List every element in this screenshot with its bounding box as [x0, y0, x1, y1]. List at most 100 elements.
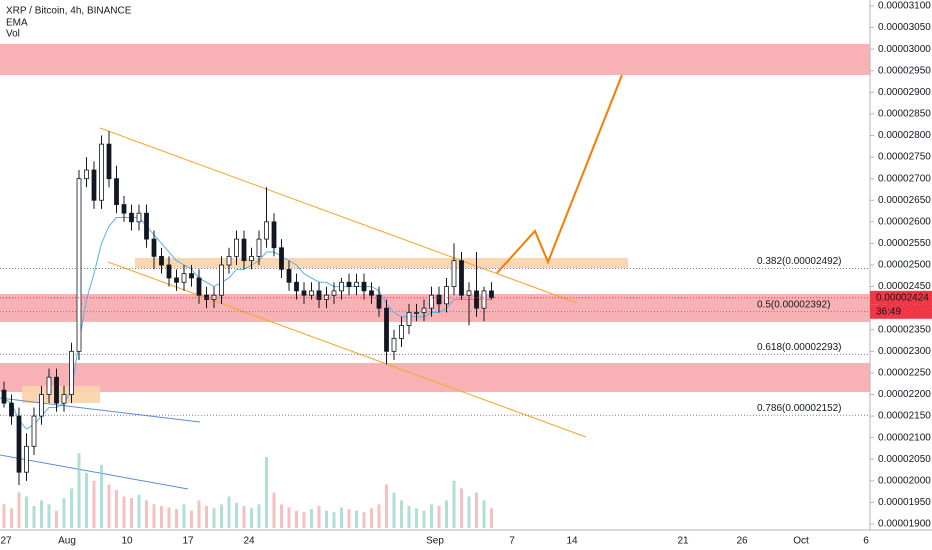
countdown-box	[870, 304, 932, 319]
candle-body	[331, 290, 337, 296]
x-tick-label: 7	[509, 536, 515, 547]
volume-bar	[377, 504, 381, 528]
volume-bar	[340, 507, 343, 528]
volume-bar	[167, 507, 171, 528]
candle-body	[121, 204, 127, 214]
orange-zone	[22, 386, 100, 403]
volume-bar	[475, 492, 478, 528]
candle-body	[271, 221, 277, 249]
candle-body	[16, 415, 22, 473]
volume-bar	[122, 496, 126, 528]
trend-line	[0, 454, 189, 490]
volume-bar	[430, 504, 433, 528]
volume-bar	[182, 504, 186, 528]
candle-body	[286, 268, 292, 283]
candle-body	[421, 307, 427, 313]
candle-body	[391, 337, 397, 352]
y-tick-label: 0.00003050	[878, 22, 931, 33]
y-tick-label: 0.00002500	[878, 260, 931, 271]
y-tick-label: 0.00001950	[878, 497, 931, 508]
fib-label: 0.786(0.00002152)	[757, 403, 842, 414]
volume-bar	[242, 505, 246, 528]
candle-body	[301, 290, 307, 296]
volume-bar	[62, 498, 66, 528]
volume-bar	[145, 500, 148, 528]
volume-bar	[107, 484, 111, 528]
candle-body	[414, 312, 419, 314]
volume-bar	[317, 505, 321, 528]
trend-line	[0, 397, 201, 423]
candle-body	[279, 247, 284, 270]
candle-body	[309, 290, 314, 296]
candle-body	[339, 281, 344, 292]
candle-body	[466, 290, 472, 296]
candle-body	[489, 290, 494, 299]
volume-bar	[55, 510, 58, 528]
y-tick-label: 0.00002250	[878, 368, 931, 379]
candle-body	[24, 445, 29, 473]
candle-body	[444, 286, 449, 305]
volume-bar	[220, 504, 223, 528]
candle-body	[256, 238, 262, 257]
volume-bar	[407, 505, 411, 528]
volume-bar	[250, 508, 253, 528]
volume-bar	[490, 508, 493, 528]
x-tick-label: Oct	[793, 536, 809, 547]
volume-bar	[77, 453, 81, 528]
volume-bar	[310, 509, 313, 528]
candle-body	[264, 221, 269, 240]
volume-bar	[257, 504, 261, 528]
candle-body	[69, 350, 74, 395]
candle-body	[241, 238, 247, 262]
candle-body	[406, 312, 412, 326]
candle-body	[226, 255, 232, 266]
candle-body	[9, 402, 14, 417]
volume-bar	[212, 508, 216, 528]
projection-path	[496, 74, 623, 274]
candle-body	[151, 238, 157, 257]
volume-bar	[452, 480, 456, 528]
candle-body	[316, 290, 322, 300]
volume-bar	[415, 508, 418, 528]
volume-bar	[400, 500, 403, 528]
volume-bar	[32, 505, 36, 528]
candle-body	[219, 264, 224, 296]
y-tick-label: 0.00002000	[878, 475, 931, 486]
resistance-zone	[0, 44, 870, 75]
y-tick-label: 0.00002750	[878, 152, 931, 163]
candle-body	[91, 169, 97, 201]
y-tick-label: 0.00002150	[878, 411, 931, 422]
volume-bar	[460, 488, 463, 528]
candle-body	[451, 260, 457, 287]
fib-label: 0.382(0.00002492)	[757, 256, 842, 267]
support-zone	[0, 363, 870, 392]
x-tick-label: Sep	[426, 536, 444, 547]
volume-bar	[362, 512, 366, 528]
y-tick-label: 0.00002200	[878, 389, 931, 400]
indicator-label: EMA	[6, 18, 28, 29]
y-tick-label: 0.00003000	[878, 44, 931, 55]
candle-body	[76, 178, 82, 352]
volume-bar	[205, 505, 208, 528]
trend-line	[107, 261, 587, 438]
volume-bar	[295, 510, 298, 528]
volume-bar	[227, 496, 231, 528]
y-tick-label: 0.00002350	[878, 324, 931, 335]
volume-bar	[115, 490, 118, 528]
volume-bar	[175, 509, 178, 528]
volume-bar	[47, 504, 51, 528]
candle-body	[196, 277, 202, 296]
volume-bar	[272, 492, 276, 528]
volume-bar	[265, 456, 268, 528]
volume-bar	[190, 510, 193, 528]
volume-bar	[152, 504, 156, 528]
trend-line	[99, 127, 578, 304]
countdown-label: 36:49	[876, 306, 901, 317]
volume-bar	[437, 505, 441, 528]
candle-body	[181, 273, 187, 283]
candle-body	[429, 294, 434, 309]
support-zone	[0, 294, 870, 322]
volume-bar	[467, 496, 471, 528]
volume-bar	[130, 498, 133, 528]
